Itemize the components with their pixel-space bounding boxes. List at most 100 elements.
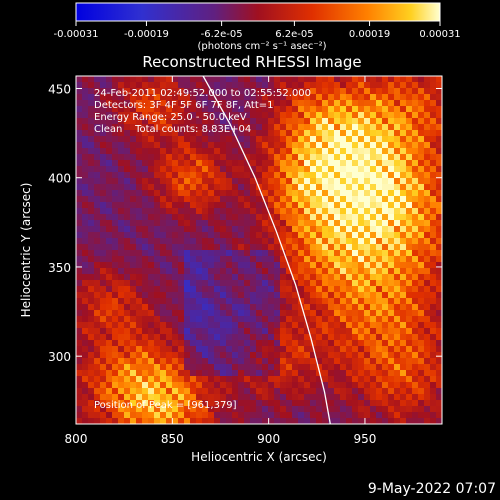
heatmap-cell bbox=[382, 394, 389, 401]
heatmap-cell bbox=[352, 196, 359, 203]
heatmap-cell bbox=[238, 376, 245, 383]
heatmap-cell bbox=[196, 154, 203, 161]
heatmap-cell bbox=[244, 340, 251, 347]
heatmap-cell bbox=[328, 298, 335, 305]
heatmap-cell bbox=[394, 352, 401, 359]
heatmap-cell bbox=[202, 136, 209, 143]
heatmap-cell bbox=[364, 418, 371, 424]
heatmap-cell bbox=[298, 292, 305, 299]
heatmap-cell bbox=[130, 256, 137, 263]
heatmap-cell bbox=[436, 172, 442, 179]
heatmap-cell bbox=[184, 406, 191, 413]
heatmap-cell bbox=[202, 364, 209, 371]
heatmap-cell bbox=[208, 286, 215, 293]
heatmap-cell bbox=[130, 100, 137, 107]
heatmap-cell bbox=[226, 124, 233, 131]
heatmap-cell bbox=[136, 388, 143, 395]
heatmap-cell bbox=[436, 82, 442, 89]
heatmap-cell bbox=[208, 340, 215, 347]
heatmap-cell bbox=[298, 268, 305, 275]
heatmap-cell bbox=[196, 322, 203, 329]
heatmap-cell bbox=[196, 226, 203, 233]
heatmap-cell bbox=[112, 370, 119, 377]
heatmap-cell bbox=[142, 220, 149, 227]
heatmap-cell bbox=[358, 382, 365, 389]
heatmap-cell bbox=[424, 382, 431, 389]
heatmap-cell bbox=[262, 370, 269, 377]
heatmap-cell bbox=[274, 118, 281, 125]
heatmap-cell bbox=[154, 322, 161, 329]
heatmap-cell bbox=[112, 268, 119, 275]
heatmap-cell bbox=[154, 76, 161, 83]
heatmap-cell bbox=[184, 154, 191, 161]
heatmap-cell bbox=[142, 328, 149, 335]
heatmap-cell bbox=[106, 286, 113, 293]
heatmap-cell bbox=[274, 418, 281, 424]
heatmap-cell bbox=[406, 76, 413, 83]
heatmap-cell bbox=[316, 280, 323, 287]
heatmap-cell bbox=[334, 322, 341, 329]
heatmap-cell bbox=[268, 196, 275, 203]
heatmap-cell bbox=[286, 88, 293, 95]
heatmap-cell bbox=[172, 304, 179, 311]
heatmap-cell bbox=[268, 190, 275, 197]
heatmap-cell bbox=[190, 160, 197, 167]
heatmap-cell bbox=[244, 118, 251, 125]
heatmap-cell bbox=[370, 208, 377, 215]
heatmap-cell bbox=[136, 298, 143, 305]
heatmap-cell bbox=[298, 238, 305, 245]
heatmap-cell bbox=[418, 370, 425, 377]
heatmap-cell bbox=[364, 352, 371, 359]
heatmap-cell bbox=[160, 412, 167, 419]
heatmap-cell bbox=[382, 298, 389, 305]
heatmap-cell bbox=[400, 298, 407, 305]
heatmap-cell bbox=[424, 172, 431, 179]
heatmap-cell bbox=[346, 304, 353, 311]
heatmap-cell bbox=[178, 154, 185, 161]
heatmap-cell bbox=[244, 250, 251, 257]
heatmap-cell bbox=[166, 142, 173, 149]
heatmap-cell bbox=[112, 112, 119, 119]
heatmap-cell bbox=[346, 382, 353, 389]
heatmap-cell bbox=[304, 298, 311, 305]
heatmap-cell bbox=[328, 94, 335, 101]
heatmap-cell bbox=[328, 118, 335, 125]
heatmap-cell bbox=[370, 376, 377, 383]
heatmap-cell bbox=[304, 370, 311, 377]
heatmap-cell bbox=[430, 322, 437, 329]
heatmap-cell bbox=[364, 190, 371, 197]
heatmap-cell bbox=[88, 136, 95, 143]
heatmap-cell bbox=[274, 304, 281, 311]
heatmap-cell bbox=[322, 208, 329, 215]
heatmap-cell bbox=[370, 124, 377, 131]
heatmap-cell bbox=[178, 370, 185, 377]
heatmap-cell bbox=[334, 190, 341, 197]
heatmap-cell bbox=[190, 382, 197, 389]
heatmap-cell bbox=[436, 112, 442, 119]
heatmap-cell bbox=[88, 160, 95, 167]
heatmap-cell bbox=[124, 412, 131, 419]
heatmap-cell bbox=[424, 232, 431, 239]
heatmap-cell bbox=[256, 304, 263, 311]
heatmap-cell bbox=[322, 214, 329, 221]
heatmap-cell bbox=[160, 286, 167, 293]
heatmap-cell bbox=[232, 88, 239, 95]
heatmap-cell bbox=[88, 322, 95, 329]
heatmap-cell bbox=[106, 376, 113, 383]
heatmap-cell bbox=[142, 382, 149, 389]
heatmap-cell bbox=[148, 298, 155, 305]
heatmap-cell bbox=[232, 76, 239, 83]
heatmap-cell bbox=[142, 292, 149, 299]
heatmap-cell bbox=[178, 274, 185, 281]
heatmap-cell bbox=[256, 178, 263, 185]
heatmap-cell bbox=[118, 334, 125, 341]
heatmap-cell bbox=[106, 184, 113, 191]
heatmap-cell bbox=[316, 382, 323, 389]
heatmap-cell bbox=[430, 100, 437, 107]
heatmap-cell bbox=[232, 412, 239, 419]
heatmap-cell bbox=[358, 418, 365, 424]
heatmap-cell bbox=[172, 154, 179, 161]
heatmap-cell bbox=[166, 238, 173, 245]
heatmap-cell bbox=[304, 400, 311, 407]
heatmap-cell bbox=[244, 376, 251, 383]
